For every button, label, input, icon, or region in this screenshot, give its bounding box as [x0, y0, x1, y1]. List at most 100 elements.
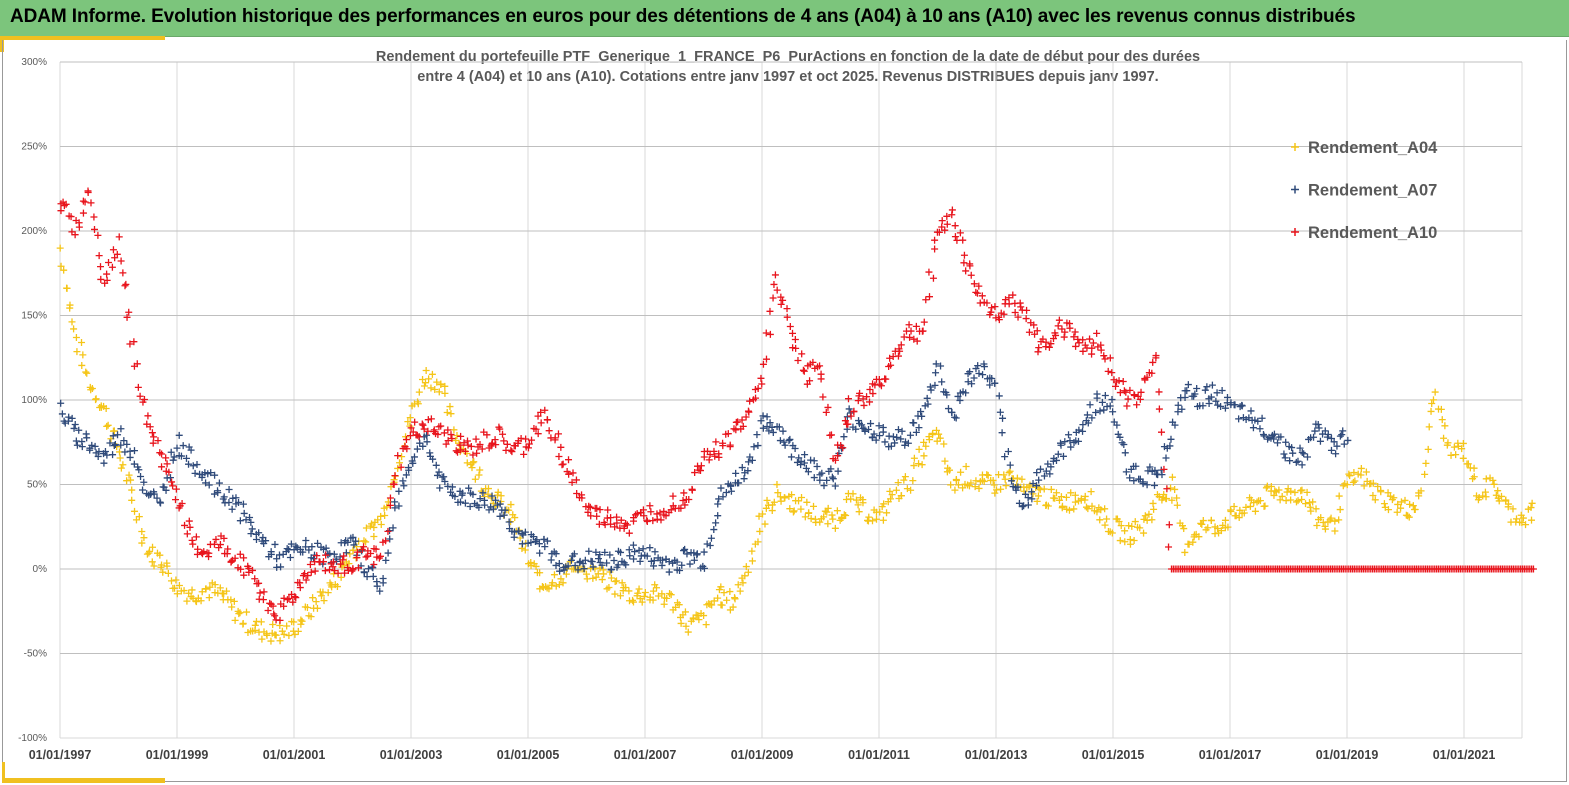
- data-point-marker: [616, 592, 624, 600]
- data-point-marker: [618, 579, 626, 587]
- data-point-marker: [1108, 529, 1116, 537]
- x-tick-label: 01/01/2013: [965, 748, 1028, 762]
- data-point-marker: [1045, 343, 1053, 351]
- data-point-marker: [1191, 390, 1199, 398]
- data-point-marker: [1037, 465, 1045, 473]
- data-point-marker: [211, 471, 219, 479]
- data-point-marker: [556, 567, 564, 575]
- data-point-marker: [166, 474, 174, 482]
- data-point-marker: [1212, 397, 1220, 405]
- data-point-marker: [426, 449, 434, 457]
- data-point-marker: [723, 596, 731, 604]
- data-point-marker: [350, 541, 358, 549]
- data-point-marker: [777, 300, 785, 308]
- data-point-marker: [649, 587, 657, 595]
- data-point-marker: [783, 305, 791, 313]
- data-point-marker: [1173, 494, 1181, 502]
- data-point-marker: [1133, 401, 1141, 409]
- data-point-marker: [817, 375, 825, 383]
- data-point-marker: [78, 361, 86, 369]
- data-point-marker: [1310, 433, 1318, 441]
- data-point-marker: [894, 352, 902, 360]
- data-point-marker: [1332, 450, 1340, 458]
- data-point-marker: [130, 338, 138, 346]
- data-point-marker: [287, 540, 295, 548]
- data-point-marker: [1071, 328, 1079, 336]
- data-point-marker: [1275, 486, 1283, 494]
- data-point-marker: [762, 355, 770, 363]
- data-point-marker: [789, 508, 797, 516]
- data-point-marker: [720, 589, 728, 597]
- data-point-marker: [78, 339, 86, 347]
- data-point-marker: [632, 511, 640, 519]
- data-point-marker: [1101, 355, 1109, 363]
- data-point-marker: [1149, 358, 1157, 366]
- data-point-marker: [411, 418, 419, 426]
- data-point-marker: [894, 426, 902, 434]
- data-point-marker: [700, 612, 708, 620]
- data-point-marker: [340, 552, 348, 560]
- data-point-marker: [423, 431, 431, 439]
- data-point-marker: [355, 564, 363, 572]
- x-tick-label: 01/01/2021: [1433, 748, 1496, 762]
- data-point-marker: [915, 445, 923, 453]
- data-point-marker: [1131, 518, 1139, 526]
- data-point-marker: [555, 452, 563, 460]
- data-point-marker: [1005, 469, 1013, 477]
- data-point-marker: [518, 529, 526, 537]
- data-point-marker: [419, 421, 427, 429]
- data-point-marker: [420, 425, 428, 433]
- data-point-marker: [503, 440, 511, 448]
- legend-marker: [1291, 143, 1299, 151]
- data-point-marker: [109, 246, 117, 254]
- data-point-marker: [1101, 505, 1109, 513]
- data-point-marker: [313, 552, 321, 560]
- data-point-marker: [757, 374, 765, 382]
- data-point-marker: [313, 604, 321, 612]
- data-point-marker: [339, 556, 347, 564]
- data-point-marker: [929, 274, 937, 282]
- data-point-marker: [447, 410, 455, 418]
- data-point-marker: [194, 545, 202, 553]
- data-point-marker: [210, 540, 218, 548]
- data-point-marker: [780, 438, 788, 446]
- data-point-marker: [175, 581, 183, 589]
- data-point-marker: [739, 579, 747, 587]
- data-point-marker: [876, 432, 884, 440]
- data-point-marker: [1009, 291, 1017, 299]
- data-point-marker: [283, 596, 291, 604]
- data-point-marker: [960, 259, 968, 267]
- data-point-marker: [1217, 527, 1225, 535]
- data-point-marker: [381, 511, 389, 519]
- data-point-marker: [236, 517, 244, 525]
- data-point-marker: [178, 499, 186, 507]
- data-point-marker: [499, 430, 507, 438]
- data-point-marker: [856, 389, 864, 397]
- data-point-marker: [641, 589, 649, 597]
- data-point-marker: [805, 509, 813, 517]
- data-point-marker: [1057, 441, 1065, 449]
- data-point-marker: [511, 514, 519, 522]
- data-point-marker: [452, 447, 460, 455]
- data-point-marker: [255, 579, 263, 587]
- data-point-marker: [786, 435, 794, 443]
- data-point-marker: [536, 569, 544, 577]
- data-point-marker: [97, 263, 104, 271]
- data-point-marker: [700, 564, 708, 572]
- data-point-marker: [447, 431, 455, 439]
- data-point-marker: [824, 520, 832, 528]
- data-point-marker: [341, 569, 349, 577]
- data-point-marker: [839, 444, 847, 452]
- data-point-marker: [1315, 424, 1323, 432]
- data-point-marker: [1174, 408, 1182, 416]
- data-point-marker: [1030, 321, 1038, 329]
- data-point-marker: [367, 549, 375, 557]
- data-point-marker: [86, 446, 94, 454]
- data-point-marker: [469, 451, 477, 459]
- data-point-marker: [684, 628, 692, 636]
- data-point-marker: [1360, 482, 1368, 490]
- data-point-marker: [847, 495, 855, 503]
- data-point-marker: [727, 482, 735, 490]
- data-point-marker: [1261, 502, 1269, 510]
- data-point-marker: [249, 566, 257, 574]
